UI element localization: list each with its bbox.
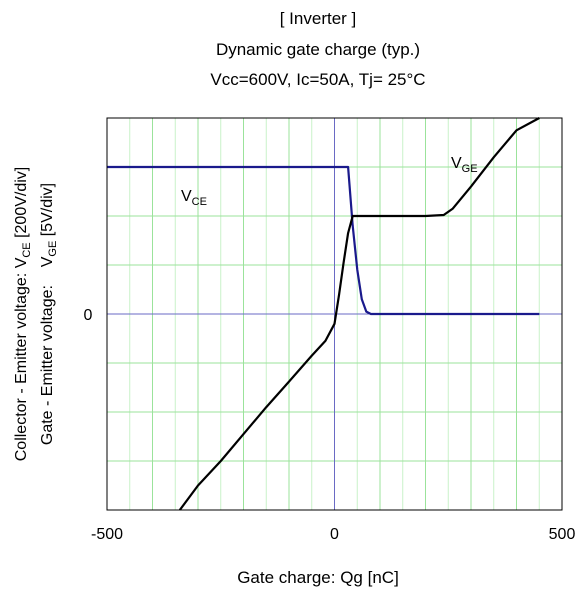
x-tick-label: -500	[91, 526, 123, 543]
y-tick-label-zero: 0	[84, 307, 93, 324]
series-line-vce	[107, 165, 540, 316]
plot-frame	[106, 117, 563, 511]
chart-title: [ Inverter ] Dynamic gate charge (typ.) …	[210, 9, 425, 89]
title-line-2: Dynamic gate charge (typ.)	[216, 40, 420, 59]
x-tick-label: 0	[330, 526, 339, 543]
series-label-vce: VCE	[181, 188, 207, 208]
x-tick-labels: -500 0 500	[91, 526, 575, 543]
y-axis-label-gate-emitter: Gate - Emitter voltage: VGE [5V/div]	[39, 183, 59, 445]
title-line-1: [ Inverter ]	[280, 9, 357, 28]
series-label-vge: VGE	[451, 155, 478, 175]
series-line-vge	[178, 117, 540, 511]
x-tick-label: 500	[549, 526, 576, 543]
y-axis-label-collector-emitter: Collector - Emitter voltage: VCE [200V/d…	[13, 167, 33, 462]
series-layer	[107, 117, 540, 511]
x-axis-label: Gate charge: Qg [nC]	[237, 568, 399, 587]
title-line-3: Vcc=600V, Ic=50A, Tj= 25°C	[210, 70, 425, 89]
